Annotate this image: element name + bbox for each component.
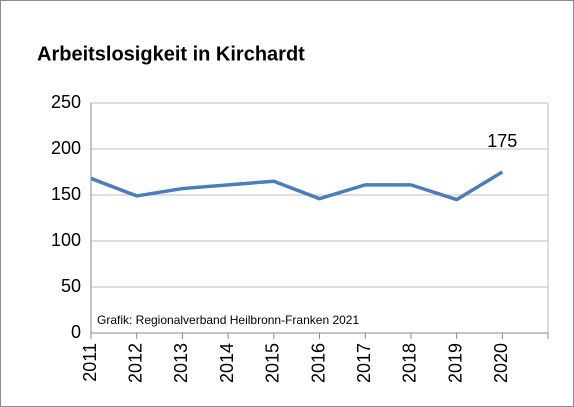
x-tick-label: 2019 [445, 343, 465, 383]
y-tick-label: 200 [51, 138, 81, 158]
x-tick-label: 2020 [491, 343, 511, 383]
chart-title: Arbeitslosigkeit in Kirchardt [37, 43, 305, 65]
x-tick-label: 2017 [354, 343, 374, 383]
x-tick-label: 2013 [171, 343, 191, 383]
data-line [90, 170, 504, 202]
x-tick-label: 2015 [263, 343, 283, 383]
x-tick-label: 2012 [125, 343, 145, 383]
y-tick-label: 100 [51, 230, 81, 250]
x-tick-label: 2018 [400, 343, 420, 383]
data-label: 175 [487, 131, 517, 151]
x-tick-label: 2014 [217, 343, 237, 383]
x-tick-label: 2016 [308, 343, 328, 383]
y-tick-label: 0 [71, 322, 81, 342]
y-tick-label: 150 [51, 184, 81, 204]
source-note-bg [94, 312, 363, 329]
y-tick-label: 50 [61, 276, 81, 296]
x-tick-label: 2011 [80, 343, 100, 382]
source-note: Grafik: Regionalverband Heilbronn-Franke… [97, 313, 359, 327]
y-tick-label: 250 [51, 92, 81, 112]
